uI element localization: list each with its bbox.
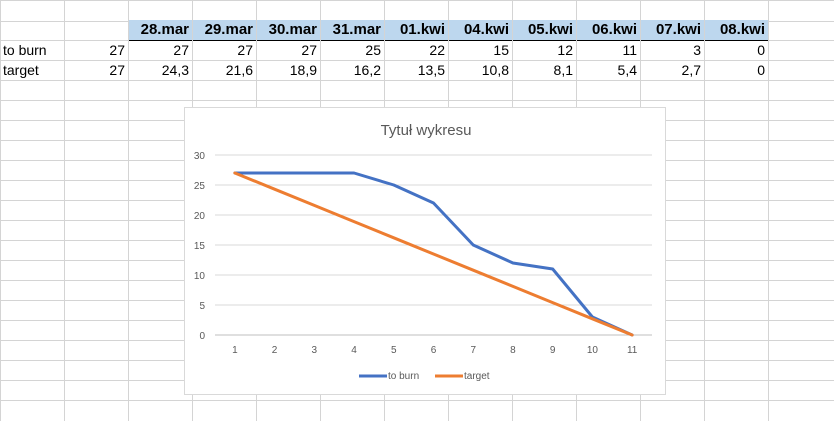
series-line bbox=[233, 171, 634, 337]
y-tick-label: 0 bbox=[199, 331, 205, 342]
x-tick-label: 11 bbox=[627, 345, 638, 356]
y-tick-label: 25 bbox=[194, 181, 206, 192]
data-cell[interactable]: 24,3 bbox=[161, 62, 189, 78]
data-cell[interactable]: 27 bbox=[301, 42, 317, 58]
y-tick-label: 30 bbox=[194, 151, 206, 162]
data-cell[interactable]: 0 bbox=[757, 62, 765, 78]
header-date-cell[interactable]: 06.kwi bbox=[577, 20, 640, 41]
x-tick-label: 7 bbox=[470, 345, 476, 356]
data-cell[interactable]: 13,5 bbox=[417, 62, 445, 78]
data-cell[interactable]: 16,2 bbox=[353, 62, 381, 78]
legend-label: target bbox=[464, 371, 490, 382]
x-tick-label: 8 bbox=[510, 345, 516, 356]
header-date-cell[interactable]: 05.kwi bbox=[513, 20, 576, 41]
header-date-cell[interactable]: 31.mar bbox=[321, 20, 384, 41]
data-cell[interactable]: 10,8 bbox=[481, 62, 509, 78]
series-line bbox=[233, 171, 634, 337]
data-cell[interactable]: 27 bbox=[173, 42, 189, 58]
header-date-cell[interactable]: 07.kwi bbox=[641, 20, 704, 41]
data-cell[interactable]: 27 bbox=[109, 42, 125, 58]
x-tick-label: 1 bbox=[232, 345, 238, 356]
data-cell[interactable]: 3 bbox=[693, 42, 701, 58]
data-cell[interactable]: 22 bbox=[429, 42, 445, 58]
x-tick-label: 2 bbox=[272, 345, 278, 356]
header-date-cell[interactable]: 01.kwi bbox=[385, 20, 448, 41]
legend-label: to burn bbox=[388, 371, 419, 382]
data-cell[interactable]: 27 bbox=[237, 42, 253, 58]
data-cell[interactable]: 0 bbox=[757, 42, 765, 58]
x-tick-label: 9 bbox=[550, 345, 556, 356]
y-tick-label: 15 bbox=[194, 241, 206, 252]
y-tick-label: 5 bbox=[199, 301, 205, 312]
data-cell[interactable]: 5,4 bbox=[617, 62, 637, 78]
data-cell[interactable]: 27 bbox=[109, 62, 125, 78]
data-cell[interactable]: 18,9 bbox=[289, 62, 317, 78]
data-cell[interactable]: 15 bbox=[493, 42, 509, 58]
header-date-cell[interactable]: 30.mar bbox=[257, 20, 320, 41]
data-cell[interactable]: 2,7 bbox=[681, 62, 701, 78]
y-tick-label: 10 bbox=[194, 271, 206, 282]
row-label-cell[interactable]: target bbox=[3, 62, 39, 78]
data-cell[interactable]: 25 bbox=[365, 42, 381, 58]
header-date-cell[interactable]: 29.mar bbox=[193, 20, 256, 41]
data-cell[interactable]: 8,1 bbox=[553, 62, 573, 78]
header-date-cell[interactable]: 28.mar bbox=[129, 20, 192, 41]
row-label-cell[interactable]: to burn bbox=[3, 42, 47, 58]
x-tick-label: 3 bbox=[312, 345, 318, 356]
data-cell[interactable]: 12 bbox=[557, 42, 573, 58]
header-date-cell[interactable]: 04.kwi bbox=[449, 20, 512, 41]
x-tick-label: 6 bbox=[431, 345, 437, 356]
x-tick-label: 4 bbox=[351, 345, 357, 356]
data-cell[interactable]: 11 bbox=[622, 42, 637, 58]
data-cell[interactable]: 21,6 bbox=[225, 62, 253, 78]
x-tick-label: 5 bbox=[391, 345, 397, 356]
x-tick-label: 10 bbox=[587, 345, 599, 356]
line-chart: Tytuł wykresu 0 5 10 15 20 25 30 1 2 3 4 5 6 7 8 9 10 11 to… bbox=[194, 122, 652, 382]
chart-title: Tytuł wykresu bbox=[381, 122, 472, 139]
chart-area[interactable]: Tytuł wykresu 0 5 10 15 20 25 30 1 2 3 4 5 6 7 8 9 10 11 to… bbox=[184, 107, 666, 395]
header-date-cell[interactable]: 08.kwi bbox=[705, 20, 768, 41]
y-tick-label: 20 bbox=[194, 211, 206, 222]
